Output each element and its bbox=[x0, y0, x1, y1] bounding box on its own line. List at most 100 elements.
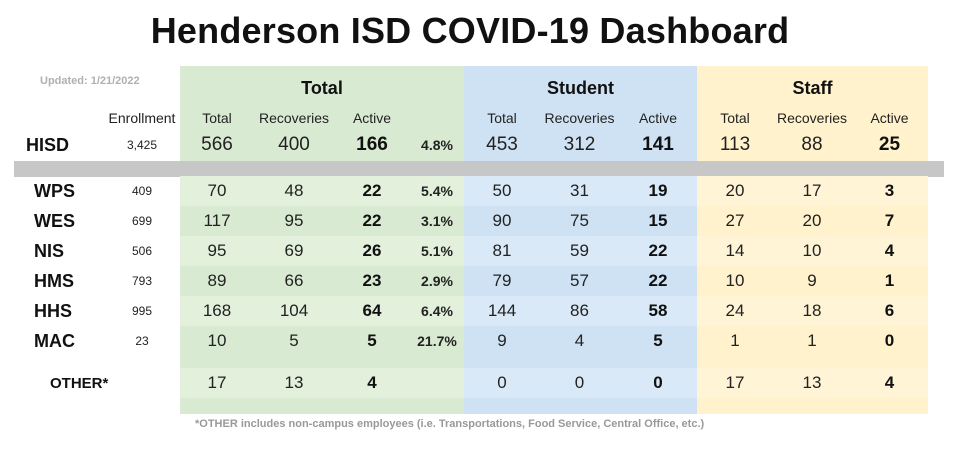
row-shade-total bbox=[180, 368, 464, 398]
campus-student-recoveries: 4 bbox=[574, 331, 585, 350]
campus-enrollment: 995 bbox=[131, 304, 153, 318]
campus-student-recoveries: 57 bbox=[570, 271, 589, 290]
campus-recoveries: 66 bbox=[284, 271, 304, 290]
district-recoveries: 400 bbox=[278, 134, 310, 155]
district-staff-recoveries: 88 bbox=[801, 134, 823, 155]
district-student-recoveries: 312 bbox=[563, 134, 596, 155]
campus-staff-active: 0 bbox=[884, 331, 895, 350]
row-shade-total bbox=[180, 296, 464, 326]
campus-student-active: 22 bbox=[648, 241, 668, 260]
campus-staff-recoveries: 9 bbox=[807, 271, 817, 290]
campus-name: MAC bbox=[34, 330, 75, 351]
row-shade-staff bbox=[697, 296, 928, 326]
row-shade-staff bbox=[697, 236, 928, 266]
column-header-active: Active bbox=[352, 110, 392, 126]
other-active: 4 bbox=[367, 373, 377, 392]
row-shade-staff bbox=[697, 206, 928, 236]
campus-name: WES bbox=[34, 210, 76, 231]
other-staff-recoveries: 13 bbox=[802, 373, 822, 392]
other-student-total: 0 bbox=[497, 373, 507, 392]
column-header-student-active: Active bbox=[638, 110, 678, 126]
row-shade-total bbox=[180, 266, 464, 296]
campus-student-active: 15 bbox=[648, 211, 668, 230]
district-student-active: 141 bbox=[642, 134, 674, 155]
footnote: *OTHER includes non-campus employees (i.… bbox=[195, 418, 705, 430]
campus-staff-total: 10 bbox=[725, 271, 745, 290]
campus-student-total: 50 bbox=[492, 181, 512, 200]
campus-percent: 2.9% bbox=[421, 273, 453, 289]
row-shade-student bbox=[464, 176, 697, 206]
campus-staff-total: 14 bbox=[725, 241, 745, 260]
column-header-total: Total bbox=[202, 110, 232, 126]
campus-student-recoveries: 75 bbox=[570, 211, 589, 230]
campus-name: HMS bbox=[34, 270, 74, 291]
campus-percent: 6.4% bbox=[421, 303, 453, 319]
row-shade-staff bbox=[697, 326, 928, 356]
campus-recoveries: 5 bbox=[289, 331, 299, 350]
row-shade-student bbox=[464, 266, 697, 296]
campus-active: 23 bbox=[362, 271, 382, 290]
row-shade-student bbox=[464, 206, 697, 236]
page-title: Henderson ISD COVID-19 Dashboard bbox=[150, 10, 790, 51]
campus-student-recoveries: 31 bbox=[570, 181, 589, 200]
campus-active: 22 bbox=[362, 181, 382, 200]
other-total: 17 bbox=[207, 373, 227, 392]
other-student-recoveries: 0 bbox=[574, 373, 585, 392]
campus-total: 70 bbox=[207, 181, 227, 200]
campus-student-total: 144 bbox=[487, 301, 517, 320]
column-header-staff-active: Active bbox=[870, 110, 909, 126]
campus-staff-recoveries: 18 bbox=[802, 301, 822, 320]
campus-student-active: 58 bbox=[648, 301, 668, 320]
table-row-other: OTHER* 17 13 4 0 0 0 17 13 4 bbox=[14, 368, 928, 398]
other-name: OTHER* bbox=[50, 374, 109, 392]
campus-staff-recoveries: 10 bbox=[802, 241, 822, 260]
column-header-student-recoveries: Recoveries bbox=[544, 110, 615, 126]
row-shade-total bbox=[180, 176, 464, 206]
campus-recoveries: 69 bbox=[284, 241, 304, 260]
campus-student-recoveries: 86 bbox=[570, 301, 589, 320]
other-staff-active: 4 bbox=[884, 373, 895, 392]
row-shade-total bbox=[180, 236, 464, 266]
other-recoveries: 13 bbox=[284, 373, 304, 392]
campus-name: HHS bbox=[34, 300, 73, 321]
campus-active: 26 bbox=[362, 241, 382, 260]
table-row: WPS 409 70 48 22 5.4% 50 31 19 20 17 3 bbox=[14, 176, 928, 206]
row-shade-staff bbox=[697, 266, 928, 296]
campus-percent: 3.1% bbox=[421, 213, 453, 229]
campus-staff-total: 27 bbox=[725, 211, 745, 230]
campus-staff-total: 24 bbox=[725, 301, 745, 320]
campus-recoveries: 104 bbox=[279, 301, 309, 320]
campus-student-total: 81 bbox=[492, 241, 512, 260]
campus-percent: 5.4% bbox=[421, 183, 453, 199]
campus-staff-active: 6 bbox=[884, 301, 895, 320]
campus-name: WPS bbox=[34, 180, 76, 201]
campus-staff-active: 3 bbox=[884, 181, 895, 200]
campus-staff-active: 1 bbox=[884, 271, 895, 290]
campus-staff-recoveries: 20 bbox=[802, 211, 822, 230]
campus-recoveries: 95 bbox=[284, 211, 304, 230]
section-divider bbox=[14, 161, 944, 177]
district-student-total: 453 bbox=[486, 134, 518, 155]
other-staff-total: 17 bbox=[725, 373, 745, 392]
district-percent: 4.8% bbox=[421, 137, 453, 153]
other-student-active: 0 bbox=[653, 373, 663, 392]
table-row: WES 699 117 95 22 3.1% 90 75 15 27 20 7 bbox=[14, 206, 928, 236]
district-total: 566 bbox=[201, 134, 233, 155]
row-shade-student bbox=[464, 296, 697, 326]
column-header-recoveries: Recoveries bbox=[258, 110, 330, 126]
campus-staff-recoveries: 1 bbox=[807, 331, 817, 350]
column-header-student-total: Total bbox=[487, 110, 517, 126]
campus-student-recoveries: 59 bbox=[570, 241, 589, 260]
district-name: HISD bbox=[26, 134, 70, 155]
group-header-staff: Staff bbox=[792, 77, 833, 98]
column-header-staff-total: Total bbox=[720, 110, 750, 126]
campus-student-active: 5 bbox=[653, 331, 663, 350]
campus-student-active: 22 bbox=[648, 271, 668, 290]
campus-total: 89 bbox=[207, 271, 227, 290]
campus-enrollment: 23 bbox=[135, 334, 149, 348]
campus-staff-total: 1 bbox=[730, 331, 740, 350]
campus-total: 168 bbox=[202, 301, 232, 320]
campus-percent: 5.1% bbox=[421, 243, 453, 259]
campus-total: 10 bbox=[207, 331, 227, 350]
row-shade-student bbox=[464, 236, 697, 266]
